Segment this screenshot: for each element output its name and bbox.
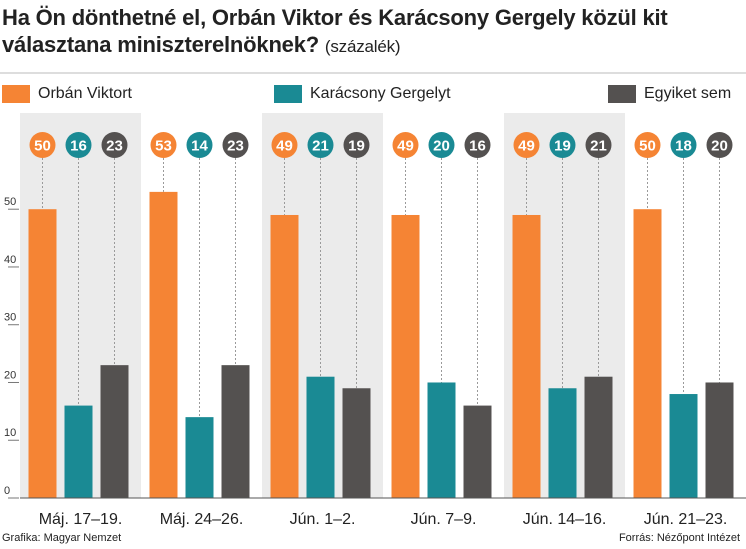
bar-orban: [633, 209, 662, 498]
bar-karacsony: [64, 405, 93, 498]
bar-orban: [149, 191, 178, 498]
badge-none: [464, 132, 491, 158]
badge-none: [706, 132, 733, 158]
y-tick-label: 20: [4, 369, 16, 381]
data-label-karacsony: 21: [312, 138, 329, 155]
footer-credit: Grafika: Magyar Nemzet: [2, 532, 122, 544]
bar-none: [463, 405, 492, 498]
badge-karacsony: [670, 132, 697, 158]
data-label-orban: 50: [639, 138, 656, 155]
legend-swatch-karacsony: [274, 85, 302, 103]
bar-none: [100, 365, 129, 498]
dotted-guides: [42, 158, 720, 418]
legend-label-orban: Orbán Viktort: [38, 85, 132, 102]
x-tick-label: Jún. 7–9.: [411, 511, 477, 528]
data-label-karacsony: 20: [433, 138, 450, 155]
badge-karacsony: [186, 132, 213, 158]
badge-orban: [513, 132, 540, 158]
data-label-orban: 49: [397, 138, 414, 155]
data-label-orban: 53: [155, 138, 172, 155]
data-label-none: 19: [348, 138, 365, 155]
badge-orban: [29, 132, 56, 158]
legend-label-karacsony: Karácsony Gergelyt: [310, 85, 451, 102]
x-tick-label: Jún. 14–16.: [523, 511, 607, 528]
footer-source: Forrás: Nézőpont Intézet: [618, 532, 740, 544]
chart-title-main: Ha Ön dönthetné el, Orbán Viktor és Kará…: [2, 5, 668, 57]
y-tick-label: 30: [4, 312, 16, 324]
bar-orban: [270, 214, 299, 498]
data-label-none: 20: [711, 138, 728, 155]
data-label-none: 23: [227, 138, 244, 155]
data-label-none: 21: [590, 138, 607, 155]
data-label-none: 16: [469, 138, 486, 155]
y-tick-label: 0: [4, 485, 10, 497]
y-tick-label: 10: [4, 427, 16, 439]
data-label-karacsony: 16: [70, 138, 87, 155]
bars: [28, 191, 734, 498]
badge-karacsony: [549, 132, 576, 158]
data-label-karacsony: 18: [675, 138, 692, 155]
data-label-orban: 49: [518, 138, 535, 155]
badge-none: [343, 132, 370, 158]
y-axis: 0 10 20 30 40 50: [4, 196, 19, 499]
bar-karacsony: [427, 382, 456, 498]
bar-none: [584, 376, 613, 498]
legend-swatch-orban: [2, 85, 30, 103]
badge-none: [101, 132, 128, 158]
badge-karacsony: [65, 132, 92, 158]
x-tick-label: Jún. 1–2.: [290, 511, 356, 528]
badge-orban: [150, 132, 177, 158]
bar-karacsony: [185, 417, 214, 498]
data-label-karacsony: 14: [191, 138, 208, 155]
bar-karacsony: [548, 388, 577, 498]
bar-karacsony: [306, 376, 335, 498]
badge-orban: [392, 132, 419, 158]
value-badges: 50 16 23 53 14 23 49 21 19 49 20 16 49 19 21 50 18 20: [29, 132, 733, 158]
badge-orban: [271, 132, 298, 158]
legend-item-karacsony: Karácsony Gergelyt: [274, 82, 451, 106]
data-label-none: 23: [106, 138, 123, 155]
badge-none: [222, 132, 249, 158]
x-tick-label: Máj. 17–19.: [39, 511, 123, 528]
data-label-karacsony: 19: [554, 138, 571, 155]
legend-item-orban: Orbán Viktort: [2, 82, 132, 106]
data-label-orban: 50: [34, 138, 51, 155]
y-tick-label: 50: [4, 196, 16, 208]
badge-none: [585, 132, 612, 158]
badge-karacsony: [307, 132, 334, 158]
bar-orban: [512, 214, 541, 498]
bar-none: [221, 365, 250, 498]
chart-title-unit: (százalék): [324, 37, 401, 56]
bar-karacsony: [669, 394, 698, 498]
x-axis: Máj. 17–19. Máj. 24–26. Jún. 1–2. Jún. 7–9.…: [39, 511, 728, 528]
x-tick-label: Máj. 24–26.: [160, 511, 244, 528]
x-tick-label: Jún. 21–23.: [644, 511, 728, 528]
bar-none: [705, 382, 734, 498]
legend: Orbán Viktort Karácsony Gergelyt Egyiket…: [0, 82, 746, 106]
legend-swatch-none: [608, 85, 636, 103]
legend-item-none: Egyiket sem: [608, 82, 731, 106]
y-tick-label: 40: [4, 254, 16, 266]
data-label-orban: 49: [276, 138, 293, 155]
badge-orban: [634, 132, 661, 158]
chart-title: Ha Ön dönthetné el, Orbán Viktor és Kará…: [2, 4, 742, 60]
bar-orban: [28, 209, 57, 498]
legend-label-none: Egyiket sem: [644, 85, 732, 102]
badge-karacsony: [428, 132, 455, 158]
bar-none: [342, 388, 371, 498]
bar-orban: [391, 214, 420, 498]
